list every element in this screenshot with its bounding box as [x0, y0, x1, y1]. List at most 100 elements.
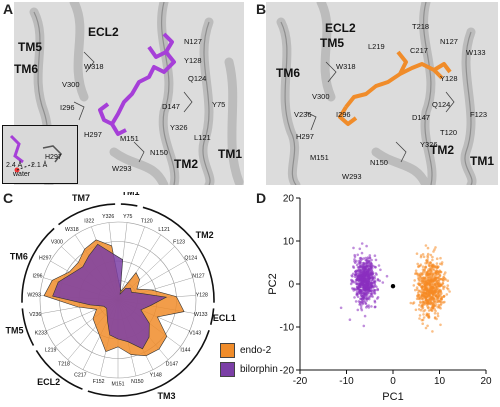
- scatter-point: [374, 266, 377, 269]
- radar-axis-label: Y128: [196, 292, 208, 298]
- scatter-point: [415, 252, 419, 255]
- scatter-point: [443, 273, 446, 276]
- scatter-point: [418, 289, 422, 293]
- radar-legend: endo-2 bilorphin: [220, 343, 278, 381]
- scatter-point: [417, 276, 420, 280]
- residue-label: Q124: [432, 100, 451, 109]
- scatter-point: [360, 281, 363, 284]
- scatter-point: [419, 309, 423, 312]
- scatter-point: [355, 290, 359, 294]
- residue-label: Y128: [440, 74, 458, 83]
- scatter-point: [423, 308, 427, 312]
- scatter-point: [435, 262, 439, 265]
- scatter-point: [416, 288, 419, 291]
- scatter-point: [421, 303, 424, 306]
- radar-axis-label: Y148: [150, 372, 162, 378]
- scatter-point: [417, 279, 421, 282]
- scatter-point: [365, 244, 368, 248]
- scatter-point: [432, 292, 436, 296]
- scatter-point: [368, 254, 372, 257]
- radar-axis-label: C217: [74, 372, 87, 378]
- scatter-point: [432, 304, 435, 307]
- scatter-point: [366, 256, 370, 259]
- legend-entry-bilorphin: bilorphin: [220, 362, 278, 377]
- scatter-point: [339, 306, 343, 310]
- residue-label: H297: [84, 130, 102, 139]
- radar-chart: Y75 T120 L121 F123 Q124 N127 Y128 W133 V143 I144 D…: [6, 192, 236, 401]
- scatter-point: [422, 313, 425, 316]
- scatter-point: [373, 275, 376, 278]
- residue-label: M151: [120, 134, 139, 143]
- scatter-point: [356, 308, 360, 312]
- scatter-point: [359, 265, 362, 269]
- scatter-point: [354, 300, 358, 303]
- y-tick-label: 20: [283, 194, 295, 205]
- scatter-point: [426, 292, 430, 295]
- scatter-point: [365, 296, 369, 299]
- residue-label: H297: [296, 132, 314, 141]
- scatter-point: [434, 289, 437, 293]
- scatter-point: [420, 285, 423, 289]
- scatter-point: [423, 280, 426, 284]
- scatter-point: [430, 288, 434, 291]
- scatter-point: [357, 300, 361, 303]
- radar-segment-arc: [21, 308, 35, 346]
- scatter-point: [363, 267, 367, 271]
- scatter-point: [426, 282, 429, 285]
- scatter-point: [371, 286, 375, 289]
- x-tick-label: 20: [480, 376, 492, 387]
- scatter-point: [439, 302, 443, 306]
- residue-label: W133: [466, 48, 486, 57]
- radar-axis-label: V300: [51, 240, 63, 246]
- scatter-point: [442, 278, 445, 281]
- x-axis-label: PC1: [382, 391, 403, 403]
- scatter-point: [424, 295, 428, 299]
- scatter-point: [375, 285, 378, 289]
- scatter-point: [362, 299, 365, 303]
- scatter-point: [433, 299, 436, 303]
- scatter-point: [419, 272, 422, 275]
- scatter-point: [353, 253, 356, 257]
- scatter-point: [446, 284, 450, 287]
- scatter-point: [418, 317, 421, 320]
- residue-label: V236: [294, 110, 312, 119]
- radar-axis-label: N127: [192, 273, 205, 279]
- x-tick-label: 0: [390, 376, 396, 387]
- panel-a-ribbons: [29, 2, 244, 185]
- scatter-point: [358, 303, 361, 306]
- scatter-point: [433, 278, 436, 281]
- radar-axis-label: M151: [112, 381, 125, 387]
- radar-segment-arc: [87, 330, 210, 397]
- panel-label-c: C: [3, 190, 14, 206]
- radar-segment-label: TM6: [10, 252, 28, 262]
- panel-b-structure: [266, 2, 498, 185]
- scatter-point: [435, 300, 439, 304]
- scatter-point: [420, 318, 424, 322]
- scatter-point: [362, 270, 365, 274]
- scatter-point: [431, 330, 434, 333]
- scatter-point: [357, 288, 361, 292]
- scatter-point: [435, 281, 439, 284]
- scatter-point: [427, 314, 431, 318]
- scatter-point: [419, 263, 423, 266]
- scatter-point: [429, 300, 433, 304]
- scatter-point: [356, 286, 360, 290]
- scatter-point: [428, 283, 432, 287]
- scatter-point: [424, 244, 428, 247]
- radar-axis-label: Q124: [184, 255, 197, 261]
- scatter-point: [435, 257, 439, 260]
- residue-label: M151: [310, 153, 329, 162]
- scatter-point: [436, 312, 440, 315]
- scatter-point: [385, 274, 389, 278]
- scatter-point: [418, 297, 422, 301]
- scatter-point: [422, 291, 426, 294]
- residue-label: N150: [150, 148, 168, 157]
- scatter-point: [436, 314, 440, 318]
- scatter-point: [412, 284, 416, 287]
- scatter-point: [362, 324, 366, 328]
- scatter-point: [363, 275, 366, 278]
- panel-a-ligand: [98, 32, 176, 136]
- scatter-point: [371, 276, 374, 280]
- scatter-point: [359, 289, 363, 292]
- scatter-point: [428, 261, 432, 265]
